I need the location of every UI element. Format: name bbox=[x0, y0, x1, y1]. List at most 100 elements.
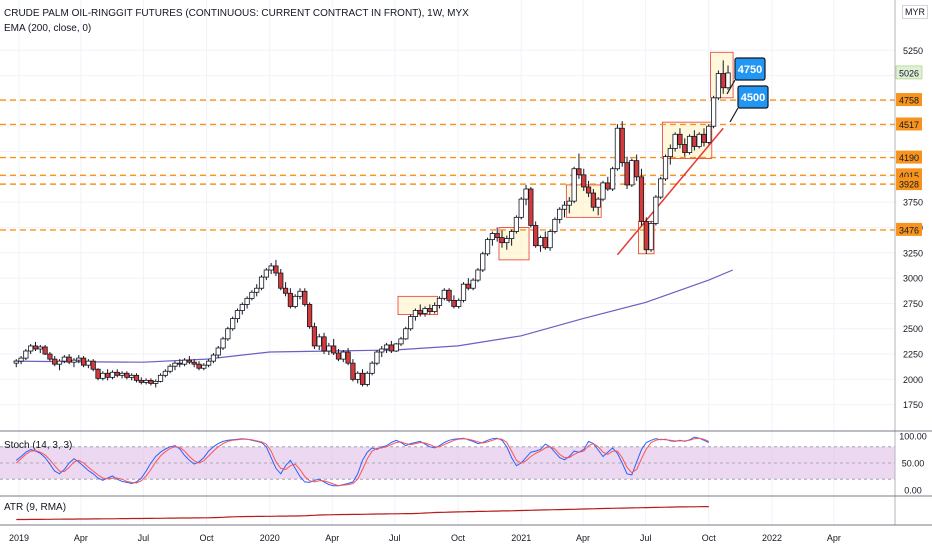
y-tick-label: 1750 bbox=[903, 400, 923, 410]
candle-up bbox=[412, 310, 419, 317]
candle-down bbox=[287, 292, 293, 307]
callout-pointer bbox=[726, 79, 736, 95]
candle-up bbox=[571, 168, 577, 202]
ema-line bbox=[13, 269, 734, 363]
candle-up bbox=[167, 365, 173, 372]
candle-up bbox=[379, 348, 385, 353]
candle-down bbox=[114, 371, 120, 376]
candle-down bbox=[691, 135, 697, 147]
candle-up bbox=[441, 289, 447, 299]
candle-up bbox=[547, 231, 553, 249]
level-tag-label: 3476 bbox=[899, 225, 919, 235]
atr-legend: ATR (9, RMA) bbox=[4, 502, 67, 513]
candle-down bbox=[278, 272, 284, 289]
candle-up bbox=[239, 304, 245, 311]
x-tick-label: Apr bbox=[827, 533, 841, 543]
chart-title: CRUDE PALM OIL-RINGGIT FUTURES (CONTINUO… bbox=[4, 8, 469, 19]
candle-down bbox=[90, 360, 96, 370]
candle-up bbox=[537, 237, 544, 247]
level-tag bbox=[896, 93, 922, 107]
x-tick-label: Oct bbox=[200, 533, 215, 543]
candle-up bbox=[355, 372, 361, 380]
candle-up bbox=[18, 357, 24, 362]
candle-up bbox=[374, 351, 380, 364]
candle-down bbox=[427, 308, 433, 312]
y-tick-label: 2750 bbox=[903, 299, 923, 309]
last-price-label: 5026 bbox=[899, 68, 919, 78]
candle-down bbox=[720, 73, 726, 89]
candle-up bbox=[711, 97, 717, 127]
candle-up bbox=[109, 371, 116, 378]
candle-down bbox=[494, 233, 500, 238]
candle-up bbox=[629, 160, 635, 186]
level-tag bbox=[896, 177, 922, 191]
candle-down bbox=[32, 345, 39, 350]
candle-down bbox=[624, 162, 630, 186]
callout-4750: 4750 bbox=[726, 57, 766, 95]
candle-up bbox=[398, 338, 404, 345]
candle-down bbox=[66, 356, 72, 363]
last-price-tag bbox=[895, 65, 923, 80]
candle-down bbox=[47, 353, 53, 360]
atr-pane bbox=[16, 506, 709, 521]
level-tag-label: 4015 bbox=[899, 171, 919, 181]
stoch-pane bbox=[0, 436, 895, 487]
candle-up bbox=[76, 357, 82, 361]
candle-down bbox=[643, 220, 649, 251]
x-tick-label: 2021 bbox=[511, 533, 531, 543]
ema-path bbox=[13, 269, 734, 363]
x-tick-label: Jul bbox=[389, 533, 401, 543]
candle-up bbox=[258, 276, 265, 289]
price-callouts[interactable]: 4750 4500 bbox=[726, 57, 769, 123]
callout-label: 4750 bbox=[738, 64, 762, 76]
horizontal-levels bbox=[0, 99, 895, 231]
candle-up bbox=[210, 354, 217, 362]
candle-up bbox=[672, 133, 678, 149]
candle-up bbox=[244, 297, 250, 305]
candle-up bbox=[480, 253, 486, 271]
candle-up bbox=[566, 200, 572, 206]
candlesticks bbox=[13, 60, 731, 388]
candle-up bbox=[234, 310, 241, 320]
candle-up bbox=[504, 238, 510, 244]
candle-up bbox=[653, 196, 659, 224]
callout-box bbox=[734, 57, 766, 81]
candle-down bbox=[42, 346, 48, 355]
candle-down bbox=[345, 351, 351, 364]
candle-down bbox=[282, 287, 289, 294]
candle-up bbox=[484, 239, 491, 255]
candle-up bbox=[403, 328, 409, 340]
candle-up bbox=[71, 359, 77, 363]
candle-down bbox=[528, 188, 534, 226]
candle-up bbox=[422, 308, 428, 314]
candle-down bbox=[533, 225, 539, 247]
candle-down bbox=[302, 290, 308, 305]
candle-up bbox=[610, 168, 616, 190]
trendline bbox=[616, 127, 724, 256]
candle-down bbox=[191, 361, 197, 365]
level-tag bbox=[896, 150, 922, 164]
candle-down bbox=[307, 304, 313, 328]
candle-up bbox=[658, 178, 664, 198]
x-tick-label: 2020 bbox=[260, 533, 280, 543]
candle-up bbox=[475, 269, 481, 281]
candle-up bbox=[254, 287, 260, 293]
level-tag-label: 4758 bbox=[899, 96, 919, 106]
currency-badge[interactable]: MYR bbox=[902, 5, 928, 19]
x-tick-label: 2019 bbox=[9, 533, 29, 543]
candle-down bbox=[105, 372, 111, 378]
candle-up bbox=[23, 350, 29, 359]
candle-up bbox=[460, 283, 467, 301]
candle-up bbox=[162, 370, 168, 376]
candle-down bbox=[576, 168, 582, 176]
x-tick-label: Apr bbox=[74, 533, 88, 543]
x-tick-label: Apr bbox=[325, 533, 339, 543]
candle-down bbox=[177, 362, 183, 365]
candle-down bbox=[581, 174, 587, 188]
candle-up bbox=[201, 364, 207, 369]
candle-down bbox=[186, 359, 192, 363]
y-tick-label: 5250 bbox=[903, 46, 923, 56]
candle-up bbox=[268, 265, 274, 271]
